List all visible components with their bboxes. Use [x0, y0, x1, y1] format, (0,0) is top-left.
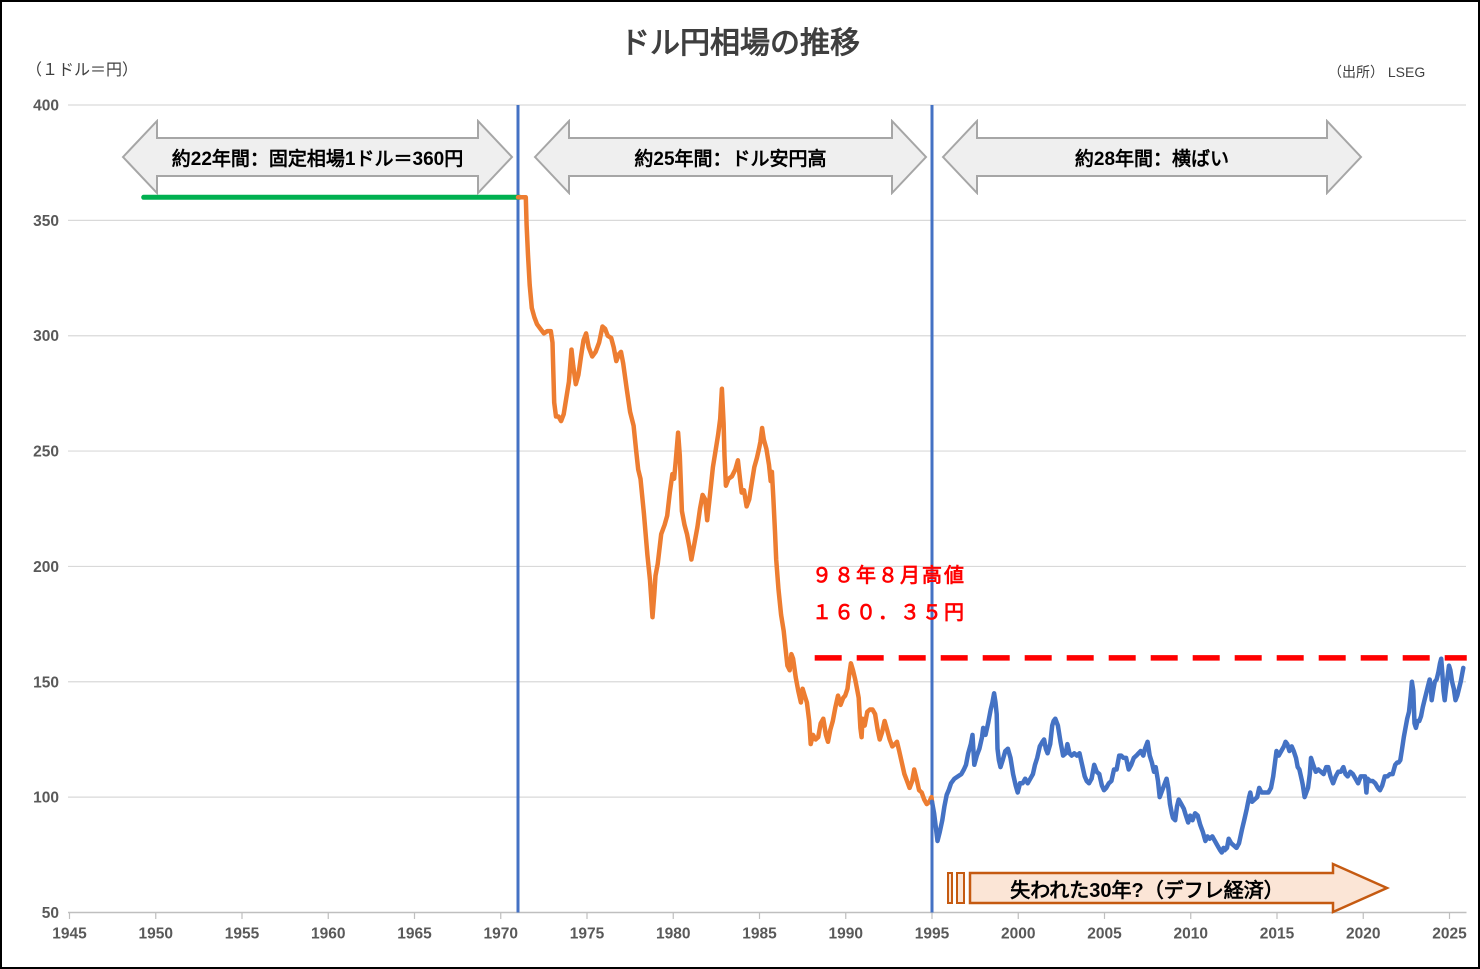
- x-axis-tick-label: 2005: [1087, 926, 1122, 943]
- y-axis-tick-label: 50: [42, 905, 59, 922]
- y-axis-tick-label: 400: [33, 98, 59, 115]
- banner-yen-appreciation-label: 約25年間：ドル安円高: [634, 148, 827, 170]
- double-arrow-icon: [941, 119, 1363, 195]
- x-axis-tick-label: 1955: [225, 926, 260, 943]
- series-dollar-depreciation: [515, 195, 935, 807]
- x-axis-tick-label: 1975: [570, 926, 605, 943]
- y-axis-tick-label: 250: [33, 444, 59, 461]
- x-axis-tick-label: 1965: [397, 926, 432, 943]
- x-axis-tick-label: 1995: [915, 926, 950, 943]
- striped-right-arrow-icon: [947, 862, 1390, 914]
- high-price-annotation-line1: ９８年８月高値: [812, 565, 966, 587]
- x-axis-tick-label: 1945: [52, 926, 87, 943]
- banner-sideways-label: 約28年間：横ばい: [1074, 148, 1230, 170]
- x-axis-tick-label: 1980: [656, 926, 690, 943]
- y-axis-tick-label: 200: [33, 559, 59, 576]
- lost-decades-label: 失われた30年?（デフレ経済）: [1010, 879, 1284, 902]
- high-price-annotation: ９８年８月高値 １６０．３５円: [812, 558, 966, 632]
- banner-sideways-era: 約28年間：横ばい: [941, 119, 1363, 195]
- double-arrow-icon: [121, 119, 514, 195]
- y-axis-unit-label: （１ドル＝円）: [26, 62, 139, 79]
- x-axis-tick-label: 2015: [1260, 926, 1295, 943]
- x-axis-tick-label: 1970: [484, 926, 518, 943]
- x-axis-tick-label: 1985: [742, 926, 777, 943]
- high-price-annotation-line2: １６０．３５円: [812, 602, 966, 624]
- x-axis-tick-label: 1990: [829, 926, 863, 943]
- y-axis-tick-label: 150: [33, 674, 59, 691]
- series-sideways: [929, 656, 1466, 855]
- page-title: ドル円相場の推移: [620, 27, 860, 60]
- x-axis-tick-label: 1960: [311, 926, 345, 943]
- y-axis-tick-label: 100: [33, 790, 59, 807]
- y-axis-tick-label: 350: [33, 213, 59, 230]
- y-axis-tick-label: 300: [33, 328, 59, 345]
- banner-fixed-rate-era: 約22年間：固定相場1ドル＝360円: [121, 119, 514, 195]
- banner-fixed-rate-label: 約22年間：固定相場1ドル＝360円: [171, 148, 464, 170]
- banner-yen-appreciation-era: 約25年間：ドル安円高: [533, 119, 928, 195]
- x-axis-tick-label: 1950: [139, 926, 173, 943]
- source-label: （出所） LSEG: [1328, 64, 1426, 80]
- x-axis-tick-label: 2010: [1174, 926, 1208, 943]
- lost-decades-arrow: 失われた30年?（デフレ経済）: [946, 862, 1390, 914]
- double-arrow-icon: [533, 119, 928, 195]
- x-axis-tick-label: 2000: [1001, 926, 1035, 943]
- x-axis-tick-label: 2025: [1432, 926, 1467, 943]
- x-axis-tick-label: 2020: [1346, 926, 1380, 943]
